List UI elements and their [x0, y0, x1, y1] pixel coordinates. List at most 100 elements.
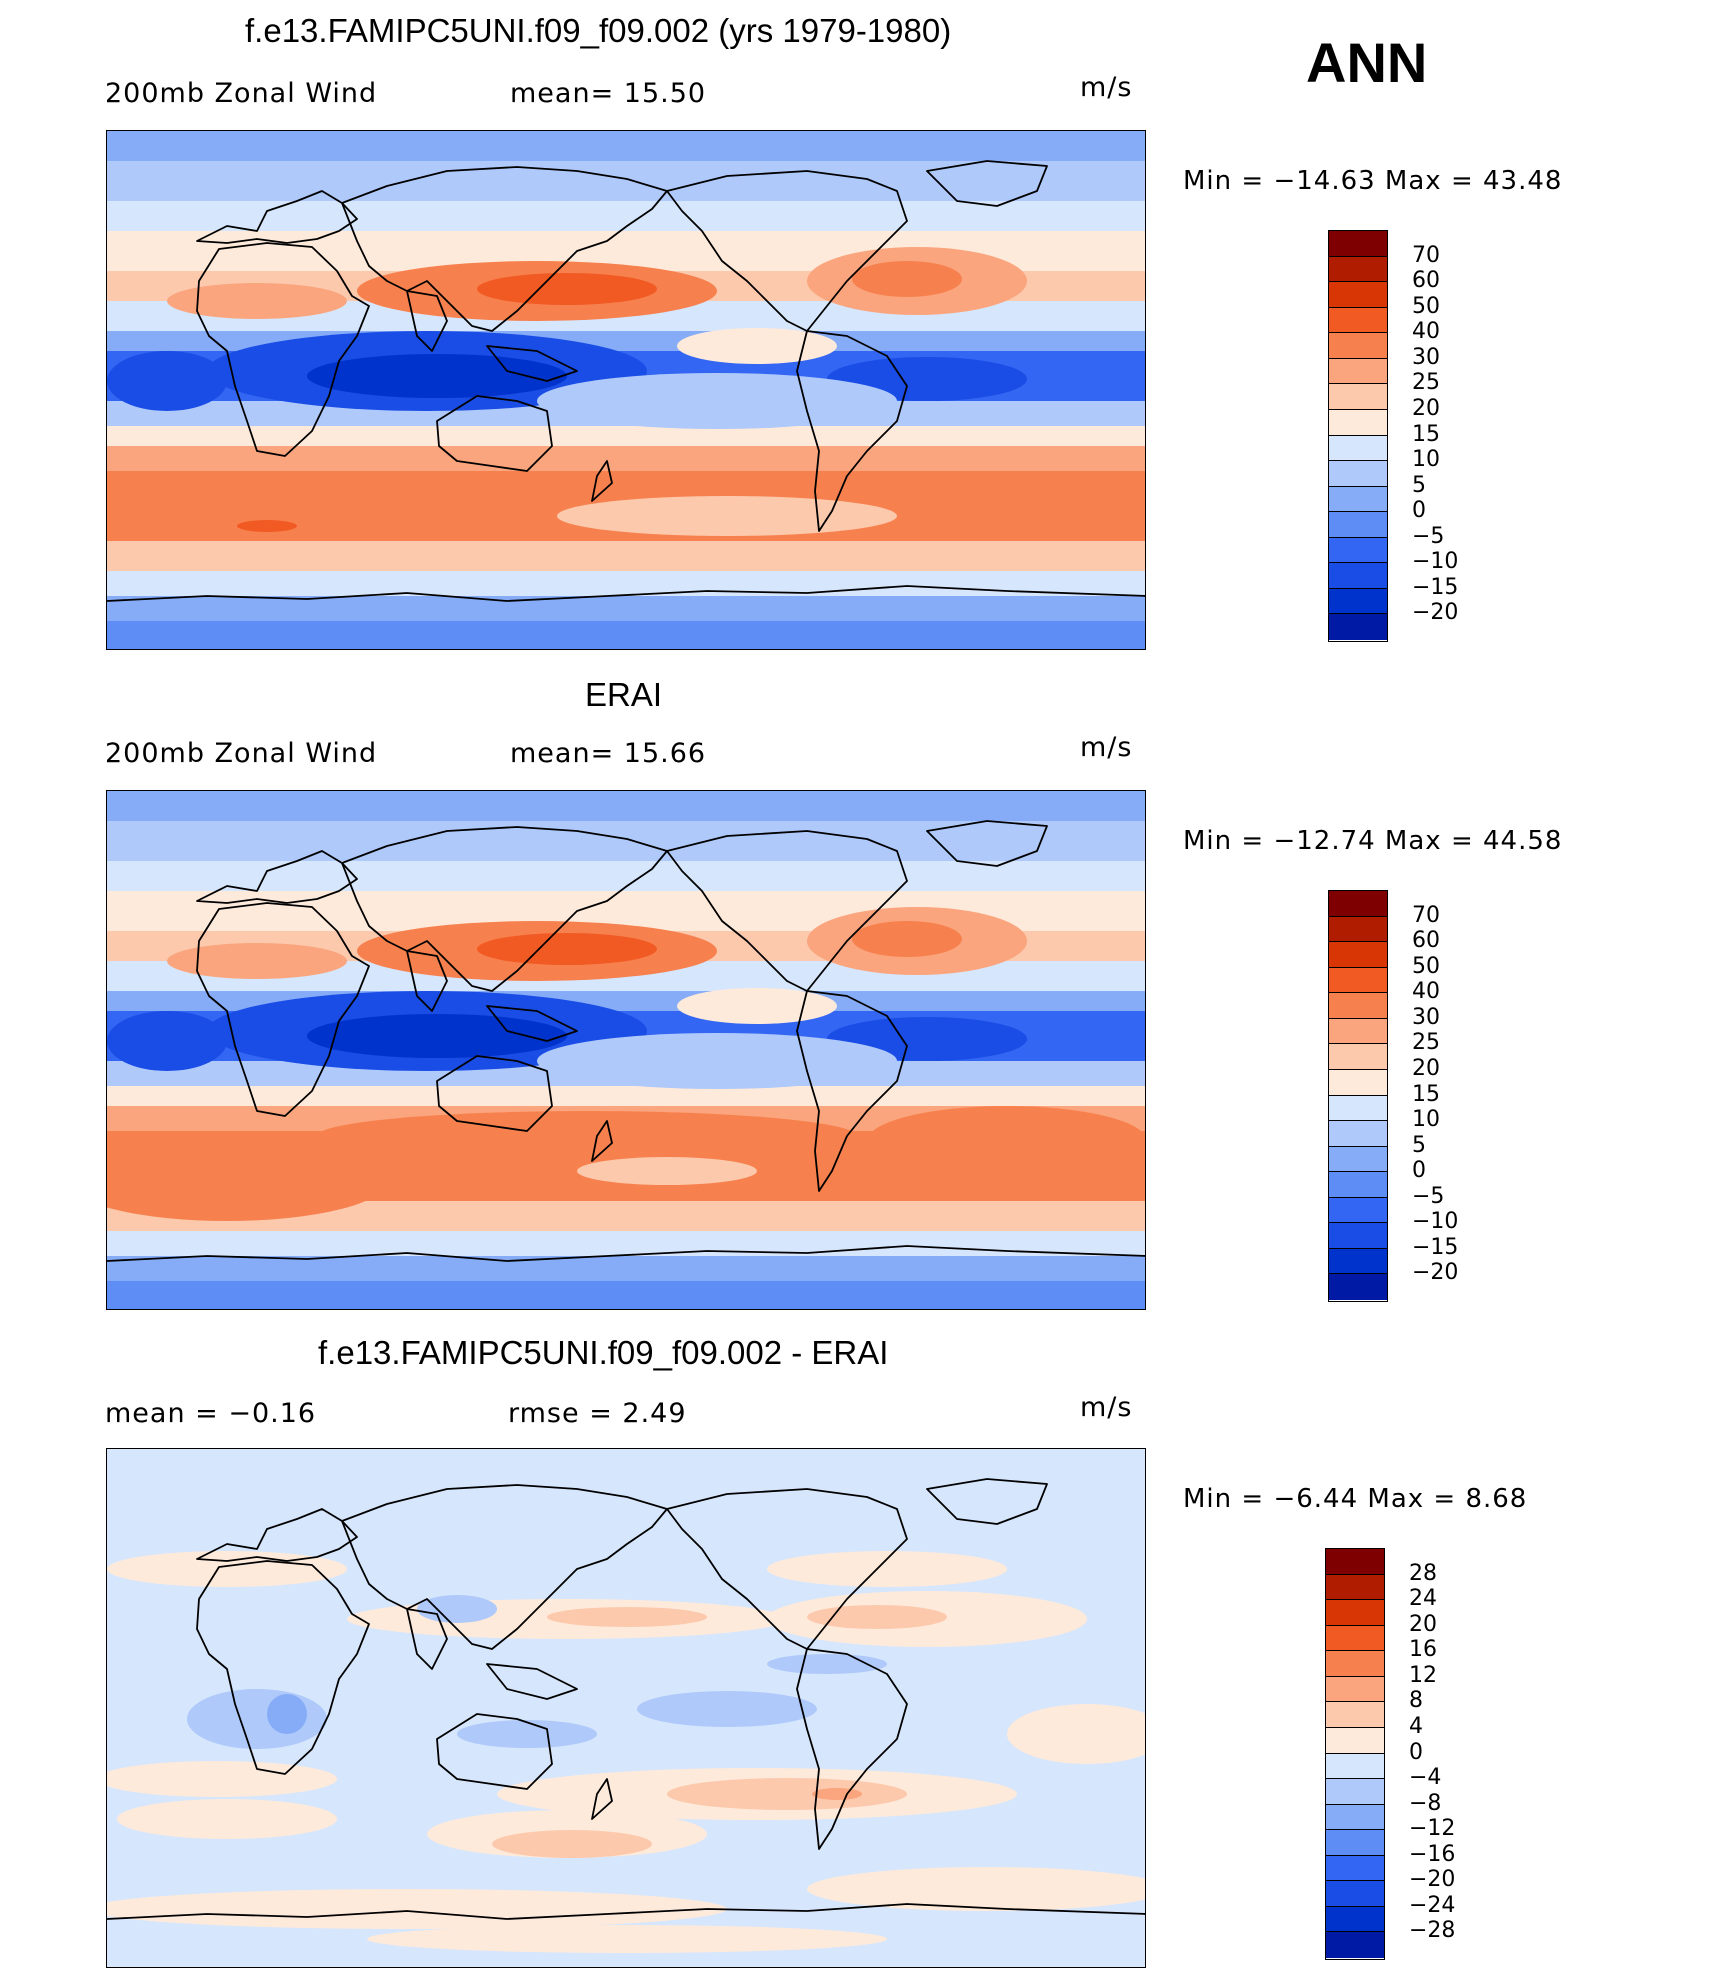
panel3-map	[106, 1448, 1146, 1968]
contour-region	[637, 1691, 817, 1727]
contour-region	[492, 1830, 652, 1858]
contour-region	[107, 1551, 347, 1587]
coastline	[926, 1478, 1048, 1525]
panel1-map	[106, 130, 1146, 650]
colorbar-tick-label: −24	[1409, 1892, 1456, 1918]
contour-band	[107, 1086, 1145, 1106]
contour-region	[677, 328, 837, 364]
colorbar-tick-label: 10	[1412, 447, 1440, 473]
panel3-rmse-label: rmse = 2.49	[508, 1398, 687, 1429]
coastline	[196, 850, 358, 904]
coastline	[341, 1484, 668, 1650]
contour-band	[107, 1281, 1145, 1309]
contour-region	[457, 1720, 597, 1748]
contour-band	[107, 161, 1145, 201]
colorbar-tick-label: 40	[1412, 319, 1440, 345]
panel1-mean-label: mean= 15.50	[510, 78, 707, 109]
colorbar-segment	[1329, 1197, 1387, 1224]
contour-region	[367, 1925, 887, 1953]
coastline	[486, 1005, 578, 1042]
contour-region	[867, 1106, 1145, 1176]
colorbar-segment	[1326, 1830, 1384, 1856]
coastline	[107, 585, 1145, 602]
colorbar-tick-label: 15	[1412, 1081, 1440, 1107]
panel1-colorbar	[1328, 230, 1388, 642]
colorbar-tick-label: −20	[1412, 1260, 1459, 1286]
coastline	[436, 395, 553, 472]
colorbar-segment	[1326, 1804, 1384, 1831]
colorbar-segment	[1329, 588, 1387, 615]
colorbar-tick-label: 8	[1409, 1688, 1423, 1714]
colorbar-tick-label: −4	[1409, 1765, 1442, 1791]
colorbar-tick-label: 60	[1412, 268, 1440, 294]
colorbar-segment	[1326, 1600, 1384, 1626]
colorbar-tick-label: 24	[1409, 1586, 1437, 1612]
panel1-map-svg	[107, 131, 1145, 649]
coastline	[196, 902, 370, 1117]
panel2-title: ERAI	[585, 676, 663, 713]
panel1-title: f.e13.FAMIPC5UNI.f09_f09.002 (yrs 1979-1…	[245, 12, 952, 49]
coastline	[486, 345, 578, 382]
contour-band	[107, 791, 1145, 821]
colorbar-segment	[1329, 1274, 1387, 1300]
panel2-map	[106, 790, 1146, 1310]
contour-region	[107, 351, 227, 411]
contour-region	[852, 261, 962, 297]
coastline	[591, 1778, 613, 1820]
colorbar-segment	[1329, 942, 1387, 968]
colorbar-segment	[1326, 1932, 1384, 1958]
coastline	[436, 1713, 553, 1790]
contour-region	[107, 1889, 727, 1929]
contour-region	[767, 1551, 1007, 1587]
panel2-variable-label: 200mb Zonal Wind	[105, 738, 378, 769]
colorbar-tick-label: 70	[1412, 242, 1440, 268]
contour-region	[317, 1111, 857, 1161]
colorbar-segment	[1326, 1779, 1384, 1805]
colorbar-tick-label: 70	[1412, 902, 1440, 928]
colorbar-segment	[1329, 1018, 1387, 1045]
colorbar-segment	[1329, 358, 1387, 385]
panel3-colorbar	[1325, 1548, 1385, 1960]
contour-band	[107, 446, 1145, 471]
contour-region	[547, 1607, 707, 1627]
colorbar-segment	[1329, 967, 1387, 994]
contour-region	[812, 1788, 862, 1800]
coastline	[196, 242, 370, 457]
colorbar-tick-label: −10	[1412, 1209, 1459, 1235]
contour-region	[107, 1141, 387, 1221]
coastline	[666, 830, 908, 992]
coastlines	[107, 820, 1145, 1262]
panel2-minmax: Min = −12.74 Max = 44.58	[1183, 826, 1563, 856]
coastlines	[107, 160, 1145, 602]
colorbar-segment	[1329, 1069, 1387, 1096]
coastline	[666, 1488, 908, 1650]
contour-band	[107, 621, 1145, 649]
coastline	[796, 330, 908, 532]
colorbar-segment	[1329, 512, 1387, 538]
panel2-mean-label: mean= 15.66	[510, 738, 707, 769]
contour-band	[107, 1256, 1145, 1281]
contour-region	[237, 520, 297, 532]
panel3-mean-label: mean = −0.16	[105, 1398, 317, 1429]
colorbar-tick-label: −20	[1409, 1867, 1456, 1893]
contour-band	[107, 596, 1145, 621]
colorbar-segment	[1329, 1044, 1387, 1070]
colorbar-segment	[1326, 1727, 1384, 1754]
contour-region	[477, 273, 657, 305]
colorbar-tick-label: 60	[1412, 928, 1440, 954]
colorbar-segment	[1329, 1121, 1387, 1147]
colorbar-segment	[1329, 1146, 1387, 1173]
colorbar-segment	[1326, 1906, 1384, 1933]
colorbar-tick-label: −12	[1409, 1816, 1456, 1842]
coastline	[591, 1120, 613, 1162]
colorbar-tick-label: 0	[1412, 1158, 1426, 1184]
coastline	[406, 950, 448, 1012]
panel2-units: m/s	[1080, 732, 1133, 763]
colorbar-tick-label: 0	[1409, 1739, 1423, 1765]
contour-region	[537, 1033, 897, 1089]
panel3-units: m/s	[1080, 1392, 1133, 1423]
coastline	[107, 1245, 1145, 1262]
colorbar-segment	[1329, 256, 1387, 283]
colorbar-tick-label: 20	[1409, 1611, 1437, 1637]
colorbar-segment	[1326, 1625, 1384, 1652]
